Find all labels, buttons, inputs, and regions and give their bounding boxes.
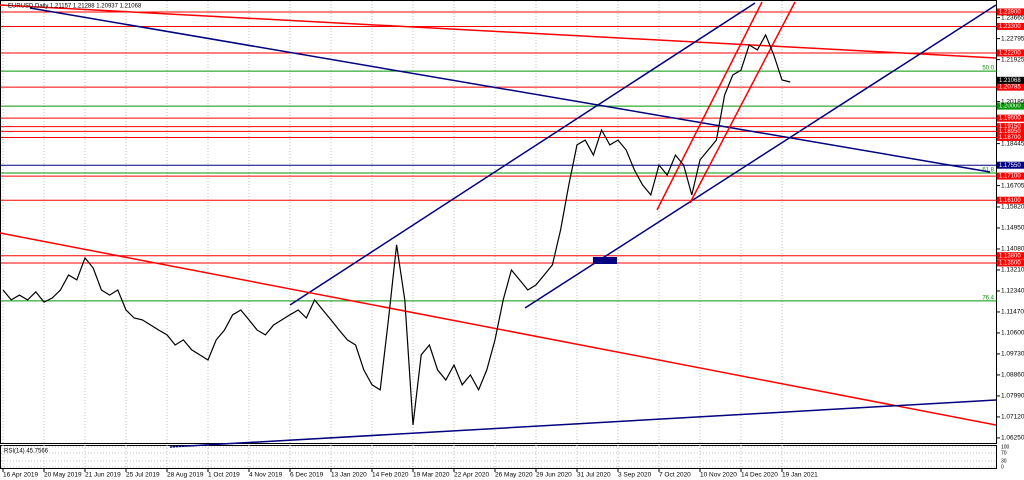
y-tick-label: 1.14080 <box>1001 246 1024 253</box>
x-tick-label: 22 Apr 2020 <box>454 472 489 479</box>
level-tag <box>997 133 1024 141</box>
x-tick-label: 26 May 2020 <box>495 472 533 479</box>
level-tag <box>997 259 1024 267</box>
x-tick-label: 19 Mar 2020 <box>413 472 450 479</box>
chart-title: EURUSD,Daily 1.21157 1.21288 1.20937 1.2… <box>8 4 142 10</box>
x-tick-label: 29 Jun 2020 <box>536 472 572 479</box>
y-tick-label: 1.07990 <box>1001 393 1024 400</box>
y-tick-label: 1.13210 <box>1001 267 1024 274</box>
trendline <box>656 1 763 211</box>
x-tick-label: 14 Dec 2020 <box>741 472 778 479</box>
level-tag <box>997 83 1024 91</box>
trendline <box>0 4 997 59</box>
levels: 1.23900 1.23300 1.22200 1.20785 1.20000 1.195… <box>1 8 1024 301</box>
x-tick-label: 25 Jul 2019 <box>126 472 160 479</box>
y-tick-label: 1.08860 <box>1001 372 1024 379</box>
fib-label: 76.4 <box>982 295 994 301</box>
level-label: 1.17550 <box>999 163 1021 169</box>
x-tick-label: 10 Nov 2020 <box>700 472 737 479</box>
y-tick-label: 1.20185 <box>1001 98 1024 105</box>
level-tag <box>997 49 1024 57</box>
level-label: 1.19150 <box>999 124 1021 130</box>
trendline <box>689 1 796 204</box>
y-tick-label: 1.11470 <box>1001 309 1024 316</box>
rsi-tick-label: 70 <box>1001 450 1007 456</box>
level-label: 1.23300 <box>999 24 1021 30</box>
y-tick-label: 1.06250 <box>1001 435 1024 442</box>
level-label: 1.22200 <box>999 51 1021 57</box>
x-tick-label: 14 Feb 2020 <box>372 472 409 479</box>
y-tick-label: 1.21925 <box>1001 56 1024 63</box>
level-label: 1.18700 <box>999 135 1021 141</box>
x-tick-label: 19 Jan 2021 <box>782 472 818 479</box>
fib-label: 61.8 <box>982 168 994 174</box>
level-tag <box>997 172 1024 180</box>
level-tag <box>997 196 1024 204</box>
rsi-tick-label: 30 <box>1001 458 1007 464</box>
axes: 1.23665 1.22795 1.21925 1.20185 1.18445 1.167… <box>1 14 1024 479</box>
x-tick-label: 13 Jan 2020 <box>331 472 367 479</box>
level-label: 1.16100 <box>999 198 1021 204</box>
level-tag <box>997 127 1024 135</box>
level-tag <box>997 22 1024 30</box>
price-label: 1.21068 <box>999 78 1021 84</box>
x-tick-label: 31 Jul 2020 <box>577 472 611 479</box>
y-tick-label: 1.12340 <box>1001 288 1024 295</box>
x-tick-label: 6 Dec 2019 <box>290 472 324 479</box>
trendlines <box>0 1 997 448</box>
y-tick-label: 1.15820 <box>1001 204 1024 211</box>
level-label: 1.20000 <box>999 104 1021 110</box>
y-tick-label: 1.18445 <box>1001 140 1024 147</box>
y-tick-label: 1.09730 <box>1001 351 1024 358</box>
x-tick-label: 21 Jun 2019 <box>85 472 121 479</box>
y-tick-label: 1.10600 <box>1001 330 1024 337</box>
level-label: 1.19500 <box>999 116 1021 122</box>
y-tick-label: 1.22795 <box>1001 35 1024 42</box>
level-tag <box>997 161 1024 169</box>
price-line <box>2 33 791 425</box>
level-label: 1.18950 <box>999 129 1021 135</box>
level-label: 1.23900 <box>999 10 1021 16</box>
rsi-label: RSI(14) 45.7566 <box>4 449 49 455</box>
x-tick-label: 16 Apr 2019 <box>3 472 38 479</box>
trendline <box>289 2 756 306</box>
y-tick-label: 1.14950 <box>1001 225 1024 232</box>
price-tag <box>997 76 1024 84</box>
trendline <box>29 7 991 173</box>
x-tick-label: 4 Nov 2019 <box>249 472 283 479</box>
level-label: 1.13500 <box>999 261 1021 267</box>
y-tick-label: 1.23665 <box>1001 14 1024 21</box>
level-tag <box>997 8 1024 16</box>
trendline <box>0 232 997 426</box>
y-tick-label: 1.16705 <box>1001 182 1024 189</box>
level-tag <box>997 252 1024 260</box>
y-tick-label: 1.07120 <box>1001 414 1024 421</box>
trendline <box>169 399 997 448</box>
level-label: 1.13800 <box>999 253 1021 259</box>
rsi-tick-label: 100 <box>1001 444 1010 450</box>
level-label: 1.17100 <box>999 174 1021 180</box>
zone-box <box>593 257 617 264</box>
plot <box>2 33 791 425</box>
rsi-tick-label: 0 <box>1001 464 1004 470</box>
x-tick-label: 3 Sep 2020 <box>618 472 652 479</box>
x-tick-label: 28 Aug 2019 <box>167 472 204 479</box>
x-tick-label: 1 Oct 2019 <box>208 472 240 479</box>
level-tag <box>997 102 1024 110</box>
fib-label: 50.0 <box>982 66 994 72</box>
rsi-frame <box>0 445 997 469</box>
level-tag <box>997 114 1024 122</box>
price-frame <box>0 0 997 444</box>
level-tag <box>997 123 1024 131</box>
x-tick-label: 7 Oct 2020 <box>659 472 691 479</box>
x-tick-label: 20 May 2019 <box>44 472 82 479</box>
level-label: 1.20785 <box>999 85 1021 91</box>
